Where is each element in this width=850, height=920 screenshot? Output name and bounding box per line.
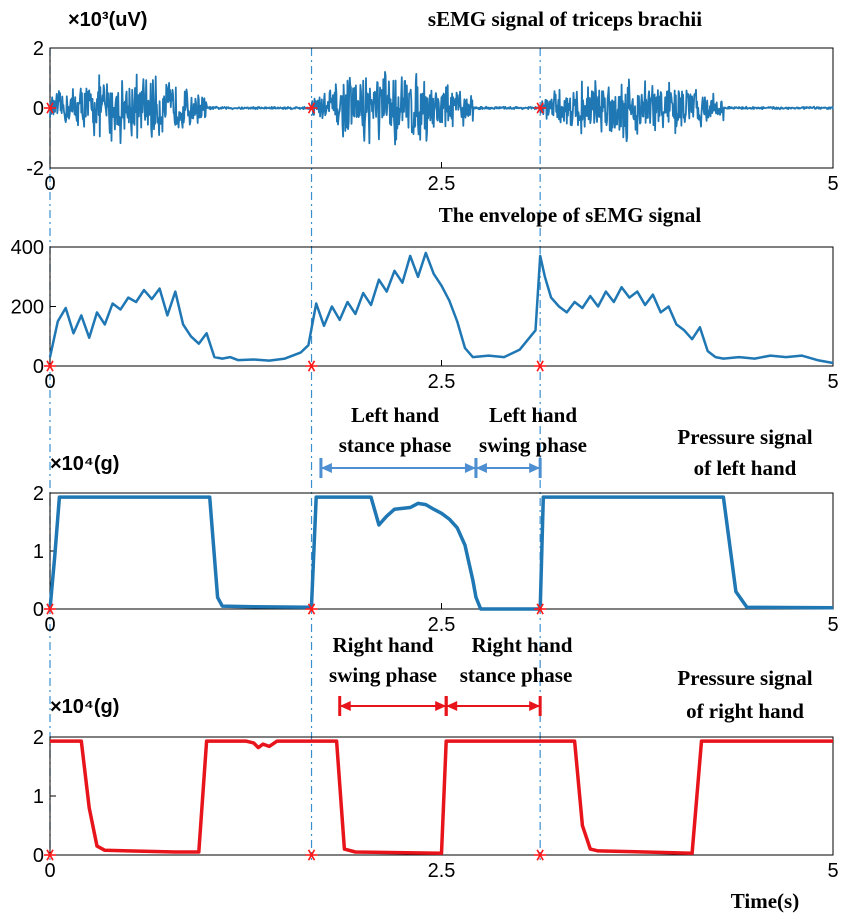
time-axis-label: Time(s)	[731, 889, 799, 913]
envelope-title: The envelope of sEMG signal	[439, 203, 702, 227]
event-marker-stroke	[307, 603, 316, 615]
left-pressure-title-line-1: Pressure signal	[677, 425, 812, 449]
x-tick-label: 5	[827, 371, 838, 393]
y-tick-label: 2	[33, 483, 44, 505]
event-marker	[534, 603, 547, 615]
phase-arrow-1	[474, 458, 542, 478]
envelope-panel: The envelope of sEMG signal 0 200 400 0 2.5 5	[11, 203, 839, 393]
x-tick-label: 5	[827, 173, 838, 195]
event-marker	[44, 360, 56, 372]
event-marker-stroke	[46, 603, 54, 615]
y-tick-label: 2	[33, 727, 44, 749]
y-tick-label: 200	[11, 297, 44, 319]
event-marker-stroke	[536, 360, 544, 372]
x-tick-label: 2.5	[428, 614, 456, 636]
x-tick-label: 2.5	[428, 173, 456, 195]
y-tick-label: 0	[33, 845, 44, 867]
y-tick-label: 1	[33, 786, 44, 808]
x-tick-label: 0	[44, 860, 55, 882]
axes-box-2	[49, 492, 834, 610]
event-marker	[305, 360, 318, 372]
phase-arrow-head-left	[446, 701, 458, 711]
right-stance-label-line-1: Right hand	[472, 633, 573, 657]
event-marker-stroke	[307, 102, 316, 114]
left-pressure-unit-label: ×10⁴(g)	[50, 453, 119, 475]
phase-arrow-head-right	[529, 463, 541, 473]
y-tick-label: 1	[33, 541, 44, 563]
event-marker-stroke	[536, 849, 544, 861]
event-marker	[305, 849, 318, 861]
phase-arrow-1	[444, 696, 542, 716]
x-tick-label: 2.5	[428, 371, 456, 393]
phase-arrow-0	[319, 458, 478, 478]
event-marker-stroke	[46, 360, 54, 372]
event-marker	[305, 102, 318, 114]
semg-title: sEMG signal of triceps brachii	[428, 7, 702, 31]
phase-arrow-0	[338, 696, 448, 716]
event-marker-stroke	[536, 603, 544, 615]
x-tick-label: 5	[827, 860, 838, 882]
right-pressure-title-line-1: Pressure signal	[677, 666, 812, 690]
left-pressure-title-line-2: of left hand	[694, 456, 797, 480]
event-marker-stroke	[46, 849, 54, 861]
event-dashed-lines	[49, 48, 541, 860]
phase-arrow-head-right	[464, 463, 476, 473]
event-marker	[44, 603, 56, 615]
x-tick-label: 0	[44, 173, 55, 195]
y-tick-label: 2	[33, 38, 44, 60]
series-line-3	[50, 739, 833, 855]
y-tick-label: 400	[11, 237, 44, 259]
y-tick-label: 0	[33, 599, 44, 621]
event-marker-stroke	[46, 102, 54, 114]
x-tick-label: 2.5	[428, 860, 456, 882]
x-tick-label: 0	[44, 371, 55, 393]
event-marker	[305, 603, 318, 615]
event-marker	[44, 849, 56, 861]
right-pressure-title-line-2: of right hand	[686, 699, 804, 723]
event-marker-stroke	[307, 360, 316, 372]
event-marker	[534, 102, 547, 114]
x-tick-label: 5	[827, 614, 838, 636]
y-tick-label: -2	[26, 158, 44, 180]
event-marker	[534, 360, 547, 372]
left-pressure-panel: ×10⁴(g) Pressure signal of left hand Lef…	[33, 403, 839, 636]
phase-arrow-head-left	[475, 463, 487, 473]
y-tick-label: 0	[33, 356, 44, 378]
event-marker	[44, 102, 56, 114]
semg-unit-label: ×10³(uV)	[68, 9, 147, 31]
event-marker	[534, 849, 547, 861]
phase-arrow-head-right	[435, 701, 447, 711]
event-marker-stroke	[536, 102, 544, 114]
left-swing-label-line-1: Left hand	[489, 403, 577, 427]
left-stance-label-line-2: stance phase	[339, 433, 452, 457]
left-stance-label-line-1: Left hand	[351, 403, 439, 427]
event-marker-stroke	[307, 849, 316, 861]
x-tick-label: 0	[44, 614, 55, 636]
right-swing-label-line-1: Right hand	[333, 633, 434, 657]
series-line-2	[48, 495, 834, 611]
phase-arrow-head-left	[339, 701, 351, 711]
semg-panel: ×10³(uV) sEMG signal of triceps brachii …	[26, 7, 838, 195]
right-swing-label-line-2: swing phase	[329, 663, 437, 687]
right-pressure-panel: ×10⁴(g) Pressure signal of right hand Ri…	[33, 633, 839, 913]
series-line-0	[49, 71, 834, 146]
right-stance-label-line-2: stance phase	[460, 663, 573, 687]
left-swing-label-line-2: swing phase	[479, 433, 587, 457]
phase-arrow-head-right	[529, 701, 541, 711]
phase-arrow-head-left	[320, 463, 332, 473]
right-pressure-unit-label: ×10⁴(g)	[50, 696, 119, 718]
y-tick-label: 0	[33, 98, 44, 120]
axes-box-1	[49, 246, 834, 367]
series-line-1	[48, 251, 834, 365]
